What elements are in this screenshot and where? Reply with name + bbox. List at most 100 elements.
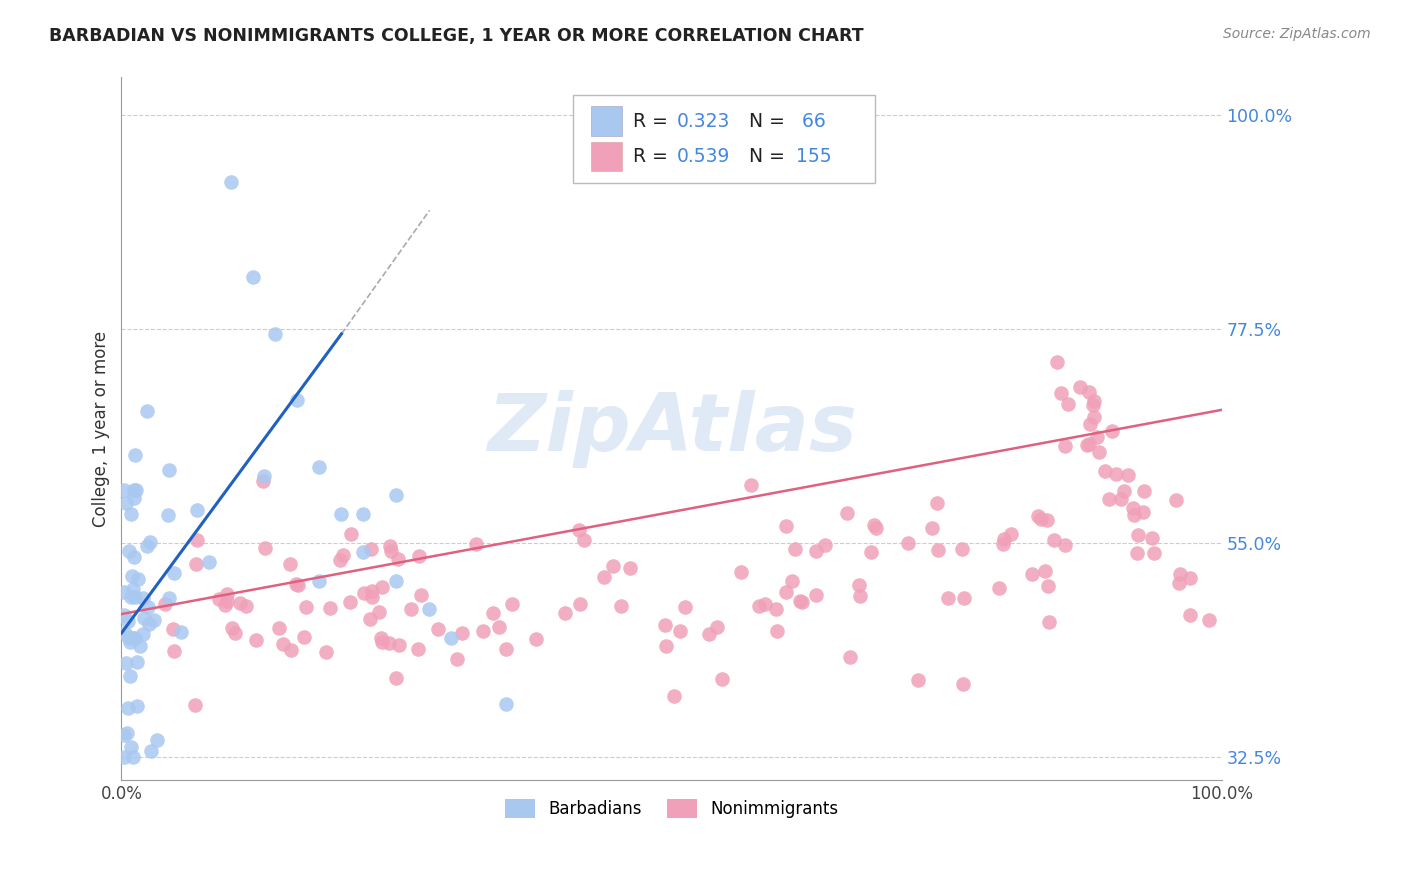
Point xyxy=(897,536,920,550)
Point xyxy=(697,626,720,640)
Point xyxy=(481,607,503,621)
Text: N =: N = xyxy=(748,147,790,166)
Point xyxy=(120,590,142,604)
Point xyxy=(359,612,381,626)
Point xyxy=(495,698,517,712)
Point xyxy=(224,626,246,640)
Point xyxy=(1168,566,1191,581)
FancyBboxPatch shape xyxy=(591,142,621,171)
Point xyxy=(235,599,257,614)
Point xyxy=(128,639,150,653)
Point xyxy=(748,599,770,613)
Text: 155: 155 xyxy=(796,147,831,166)
Point xyxy=(655,639,678,653)
Point xyxy=(780,574,803,589)
Point xyxy=(308,459,330,474)
Point xyxy=(859,545,882,559)
Point xyxy=(446,652,468,666)
Point xyxy=(1083,409,1105,424)
Point xyxy=(440,631,463,645)
Point xyxy=(278,558,301,572)
Point xyxy=(112,607,135,622)
Point xyxy=(1180,608,1202,623)
Point xyxy=(122,483,145,498)
Point xyxy=(217,593,239,607)
Point xyxy=(138,617,160,632)
Y-axis label: College, 1 year or more: College, 1 year or more xyxy=(93,331,110,527)
Point xyxy=(387,551,409,566)
Text: ZipAtlas: ZipAtlas xyxy=(486,390,856,468)
Point xyxy=(1088,444,1111,458)
Point xyxy=(135,403,157,417)
Point xyxy=(1105,467,1128,481)
Point xyxy=(142,613,165,627)
Point xyxy=(122,491,145,505)
Point xyxy=(988,581,1011,595)
Point xyxy=(572,533,595,547)
Point xyxy=(1178,571,1201,585)
Point xyxy=(775,518,797,533)
Point xyxy=(1077,437,1099,451)
Point xyxy=(1076,438,1098,452)
Point xyxy=(339,594,361,608)
Point xyxy=(361,583,384,598)
Point xyxy=(115,656,138,670)
Point xyxy=(1122,500,1144,515)
Point xyxy=(1109,492,1132,507)
Point xyxy=(254,541,277,556)
Point xyxy=(401,602,423,616)
Point xyxy=(673,600,696,615)
Point xyxy=(139,534,162,549)
Point xyxy=(1033,564,1056,578)
Point xyxy=(380,543,402,558)
Point xyxy=(332,549,354,563)
Point xyxy=(418,602,440,616)
Point xyxy=(1164,493,1187,508)
Point xyxy=(950,541,973,556)
Point xyxy=(112,483,135,497)
Point xyxy=(127,572,149,586)
Point xyxy=(367,605,389,619)
Point xyxy=(1123,508,1146,522)
Point xyxy=(602,558,624,573)
Point xyxy=(267,621,290,635)
Point xyxy=(245,633,267,648)
Point xyxy=(124,448,146,462)
Point xyxy=(371,635,394,649)
Point xyxy=(287,393,309,408)
Point xyxy=(710,673,733,687)
Point xyxy=(221,175,243,189)
Point xyxy=(242,269,264,284)
Point xyxy=(208,591,231,606)
Point xyxy=(353,545,375,559)
Point xyxy=(146,733,169,747)
FancyBboxPatch shape xyxy=(572,95,875,183)
Point xyxy=(135,539,157,553)
Point xyxy=(408,642,430,657)
Point xyxy=(1081,398,1104,412)
Point xyxy=(252,474,274,488)
Point xyxy=(132,591,155,606)
Point xyxy=(353,586,375,600)
Point xyxy=(385,488,408,502)
Point xyxy=(292,630,315,644)
Point xyxy=(385,574,408,588)
Point xyxy=(1094,464,1116,478)
Point xyxy=(465,536,488,550)
Point xyxy=(907,673,929,688)
FancyBboxPatch shape xyxy=(591,106,621,136)
Point xyxy=(568,597,591,611)
Point xyxy=(124,591,146,605)
Point xyxy=(765,602,787,616)
Point xyxy=(993,533,1015,547)
Point xyxy=(654,618,676,632)
Point xyxy=(157,591,180,605)
Point xyxy=(427,622,450,636)
Point xyxy=(495,642,517,657)
Point xyxy=(360,590,382,604)
Point xyxy=(927,542,949,557)
Point xyxy=(163,644,186,658)
Point xyxy=(112,749,135,764)
Text: N =: N = xyxy=(748,112,790,130)
Point xyxy=(1098,491,1121,506)
